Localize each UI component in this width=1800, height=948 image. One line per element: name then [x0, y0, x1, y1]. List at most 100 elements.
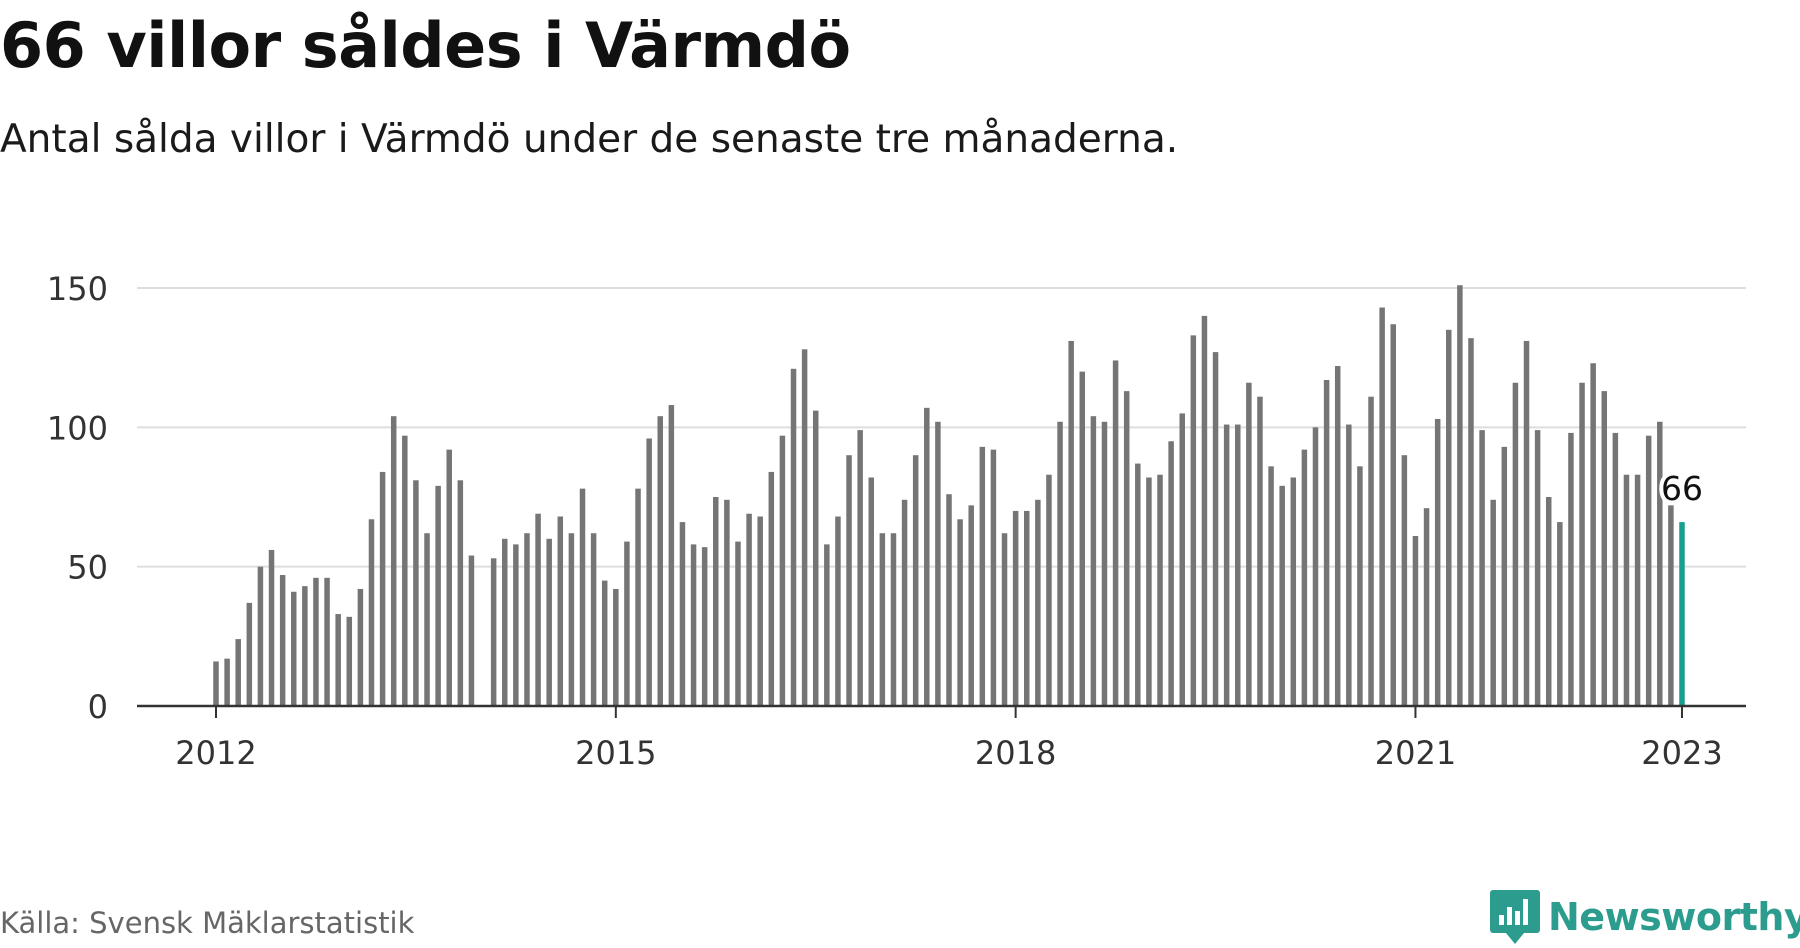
bar — [279, 575, 286, 706]
x-tick-label: 2018 — [975, 734, 1056, 772]
bar — [502, 538, 508, 706]
bar — [1634, 474, 1641, 706]
y-axis-ticks: 0 50 100 150 — [47, 270, 108, 726]
bar — [1057, 421, 1063, 706]
bar — [257, 566, 264, 706]
bar — [1212, 352, 1219, 706]
bar — [801, 349, 808, 706]
bar — [1323, 379, 1330, 706]
bar — [990, 449, 997, 706]
bar — [624, 541, 630, 706]
bar — [912, 455, 919, 706]
bar — [1657, 421, 1663, 706]
bar — [1479, 430, 1485, 706]
bar — [1179, 413, 1185, 706]
bar — [346, 616, 353, 706]
bar — [1412, 536, 1419, 706]
bar — [1201, 315, 1208, 706]
bar — [1268, 466, 1274, 706]
bar — [590, 533, 597, 706]
bar — [857, 430, 863, 706]
bar — [1001, 533, 1008, 706]
bar — [979, 446, 986, 706]
bar — [790, 368, 797, 706]
bar — [1612, 432, 1619, 706]
x-tick-label: 2015 — [575, 734, 656, 772]
y-tick-label: 50 — [67, 549, 108, 587]
bar — [1468, 338, 1474, 706]
bar — [1434, 418, 1441, 706]
bar — [757, 516, 763, 706]
y-tick-label: 150 — [47, 270, 108, 308]
x-tick-label: 2012 — [175, 734, 256, 772]
bar — [1101, 421, 1108, 706]
highlight-bar — [1679, 522, 1685, 706]
bar — [1390, 324, 1396, 706]
bar — [768, 471, 775, 706]
bar — [635, 488, 641, 706]
bar — [957, 519, 963, 706]
bar — [1068, 340, 1074, 706]
bar — [868, 477, 875, 706]
bar — [1601, 391, 1608, 706]
bar — [1379, 307, 1385, 706]
bar — [1357, 466, 1363, 706]
bar — [1523, 340, 1530, 706]
bar — [524, 533, 530, 706]
x-axis-ticks: 2012 2015 2018 2021 2023 — [175, 706, 1723, 772]
bar — [379, 471, 386, 706]
bar — [1112, 360, 1119, 706]
bar — [1590, 363, 1596, 706]
chart-subtitle: Antal sålda villor i Värmdö under de sen… — [0, 117, 1179, 162]
bar — [224, 658, 230, 706]
bar — [235, 639, 241, 706]
bar — [668, 405, 675, 706]
bar — [213, 661, 219, 706]
bar — [646, 438, 652, 706]
bar — [1423, 508, 1430, 706]
bar — [313, 577, 319, 706]
bar — [924, 407, 930, 706]
bar — [1223, 424, 1230, 706]
source-text: Källa: Svensk Mäklarstatistik — [0, 906, 415, 940]
bar — [1135, 463, 1141, 706]
brand-logo: Newsworthy — [1490, 886, 1800, 948]
x-tick-label: 2023 — [1641, 734, 1722, 772]
bar — [1290, 477, 1297, 706]
bar — [424, 533, 430, 706]
bar — [324, 577, 330, 706]
bar — [890, 533, 897, 706]
bar — [713, 497, 719, 706]
bar — [557, 516, 564, 706]
bar — [579, 488, 586, 706]
bar — [246, 602, 253, 706]
bar — [1346, 424, 1352, 706]
brand-name: Newsworthy — [1548, 895, 1800, 939]
bar — [613, 588, 619, 706]
bar — [1301, 449, 1308, 706]
bar — [1668, 505, 1674, 706]
bar — [268, 549, 275, 706]
bar — [1623, 474, 1630, 706]
bar — [1312, 427, 1319, 706]
bar — [513, 544, 519, 706]
bar — [1023, 510, 1030, 706]
bars — [213, 285, 1685, 706]
bar — [901, 499, 908, 706]
bar — [1501, 446, 1508, 706]
bar — [368, 519, 375, 706]
bar — [701, 547, 708, 706]
bar — [546, 538, 552, 706]
bar — [468, 555, 475, 706]
bar — [1401, 455, 1408, 706]
bar — [935, 421, 941, 706]
bar — [735, 541, 741, 706]
bar — [746, 513, 752, 706]
bar — [946, 494, 952, 706]
newsworthy-logo-icon — [1490, 890, 1540, 944]
bar — [1490, 499, 1496, 706]
bar — [968, 505, 974, 706]
bar — [601, 580, 608, 706]
bar — [679, 522, 686, 706]
